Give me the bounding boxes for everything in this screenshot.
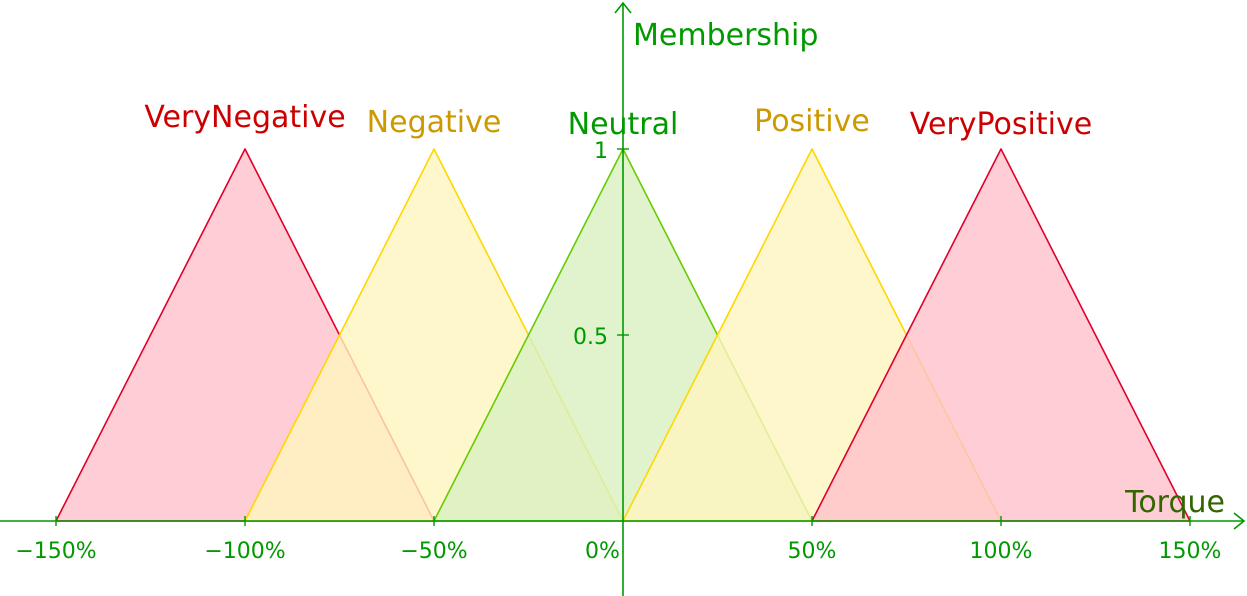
series-label-neutral: Neutral — [568, 107, 679, 142]
x-tick-label: 0% — [585, 539, 620, 564]
chart-labels: Membership Torque VeryNegative Negative Ne… — [144, 18, 1225, 520]
series-label-verynegative: VeryNegative — [144, 100, 345, 135]
x-axis-label: Torque — [1124, 485, 1225, 520]
y-axis-arrow — [614, 1, 632, 14]
series-label-verypositive: VeryPositive — [910, 107, 1092, 142]
x-tick-label: −50% — [400, 539, 467, 564]
tick-marks: −150% −100% −50% 0% 50% 100% 150% 0.5 1 — [15, 139, 1221, 564]
series-label-positive: Positive — [754, 104, 870, 139]
y-tick-label: 0.5 — [573, 325, 608, 350]
series-label-negative: Negative — [367, 105, 502, 140]
x-axis-arrow — [1233, 512, 1246, 530]
y-tick-label: 1 — [594, 139, 608, 164]
x-tick-label: −100% — [204, 539, 285, 564]
x-tick-label: 50% — [788, 539, 837, 564]
x-tick-label: −150% — [15, 539, 96, 564]
x-tick-label: 150% — [1159, 539, 1222, 564]
y-axis-label: Membership — [633, 18, 818, 53]
x-tick-label: 100% — [970, 539, 1033, 564]
